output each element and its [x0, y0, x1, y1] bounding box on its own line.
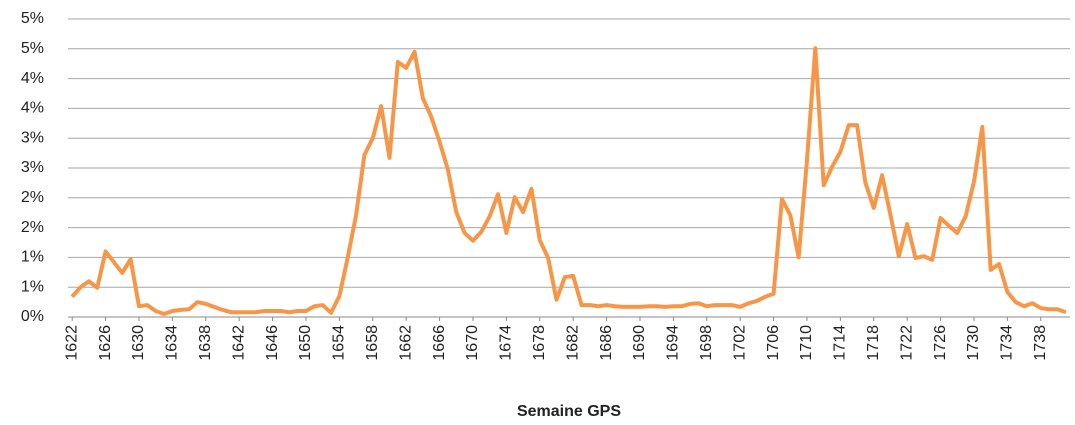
x-tick-label: 1670	[464, 325, 481, 361]
x-tick-label: 1722	[898, 325, 915, 361]
y-tick-label: 0%	[21, 308, 44, 325]
x-tick-label: 1726	[932, 325, 949, 361]
x-tick-label: 1626	[97, 325, 114, 361]
x-tick-label: 1690	[631, 325, 648, 361]
x-tick-label: 1718	[865, 325, 882, 361]
x-tick-label: 1642	[230, 325, 247, 361]
x-axis-title: Semaine GPS	[517, 403, 621, 420]
x-tick-label: 1730	[965, 325, 982, 361]
x-tick-label: 1622	[63, 325, 80, 361]
x-tick-label: 1734	[999, 325, 1016, 361]
data-line	[70, 46, 1067, 317]
x-tick-label: 1710	[798, 325, 815, 361]
x-tick-label: 1654	[331, 325, 348, 361]
y-tick-label: 5%	[21, 40, 44, 57]
x-tick-label: 1738	[1032, 325, 1049, 361]
y-tick-label: 1%	[21, 249, 44, 266]
y-tick-label: 5%	[21, 10, 44, 27]
x-tick-label: 1650	[297, 325, 314, 361]
y-tick-label: 4%	[21, 70, 44, 87]
x-tick-label: 1682	[564, 325, 581, 361]
x-tick-label: 1634	[164, 325, 181, 361]
x-tick-label: 1630	[130, 325, 147, 361]
x-tick-label: 1706	[765, 325, 782, 361]
y-tick-label: 4%	[21, 100, 44, 117]
x-tick-label: 1666	[431, 325, 448, 361]
y-tick-label: 2%	[21, 189, 44, 206]
x-tick-label: 1638	[197, 325, 214, 361]
y-tick-label: 3%	[21, 159, 44, 176]
x-tick-label: 1702	[731, 325, 748, 361]
y-tick-label: 1%	[21, 278, 44, 295]
x-tick-label: 1694	[665, 325, 682, 361]
x-tick-label: 1686	[598, 325, 615, 361]
y-tick-label: 2%	[21, 219, 44, 236]
x-tick-label: 1698	[698, 325, 715, 361]
x-tick-label: 1714	[832, 325, 849, 361]
x-tick-label: 1678	[531, 325, 548, 361]
x-tick-label: 1674	[498, 325, 515, 361]
x-tick-label: 1658	[364, 325, 381, 361]
x-tick-label: 1646	[264, 325, 281, 361]
x-tick-label: 1662	[397, 325, 414, 361]
y-tick-label: 3%	[21, 129, 44, 146]
